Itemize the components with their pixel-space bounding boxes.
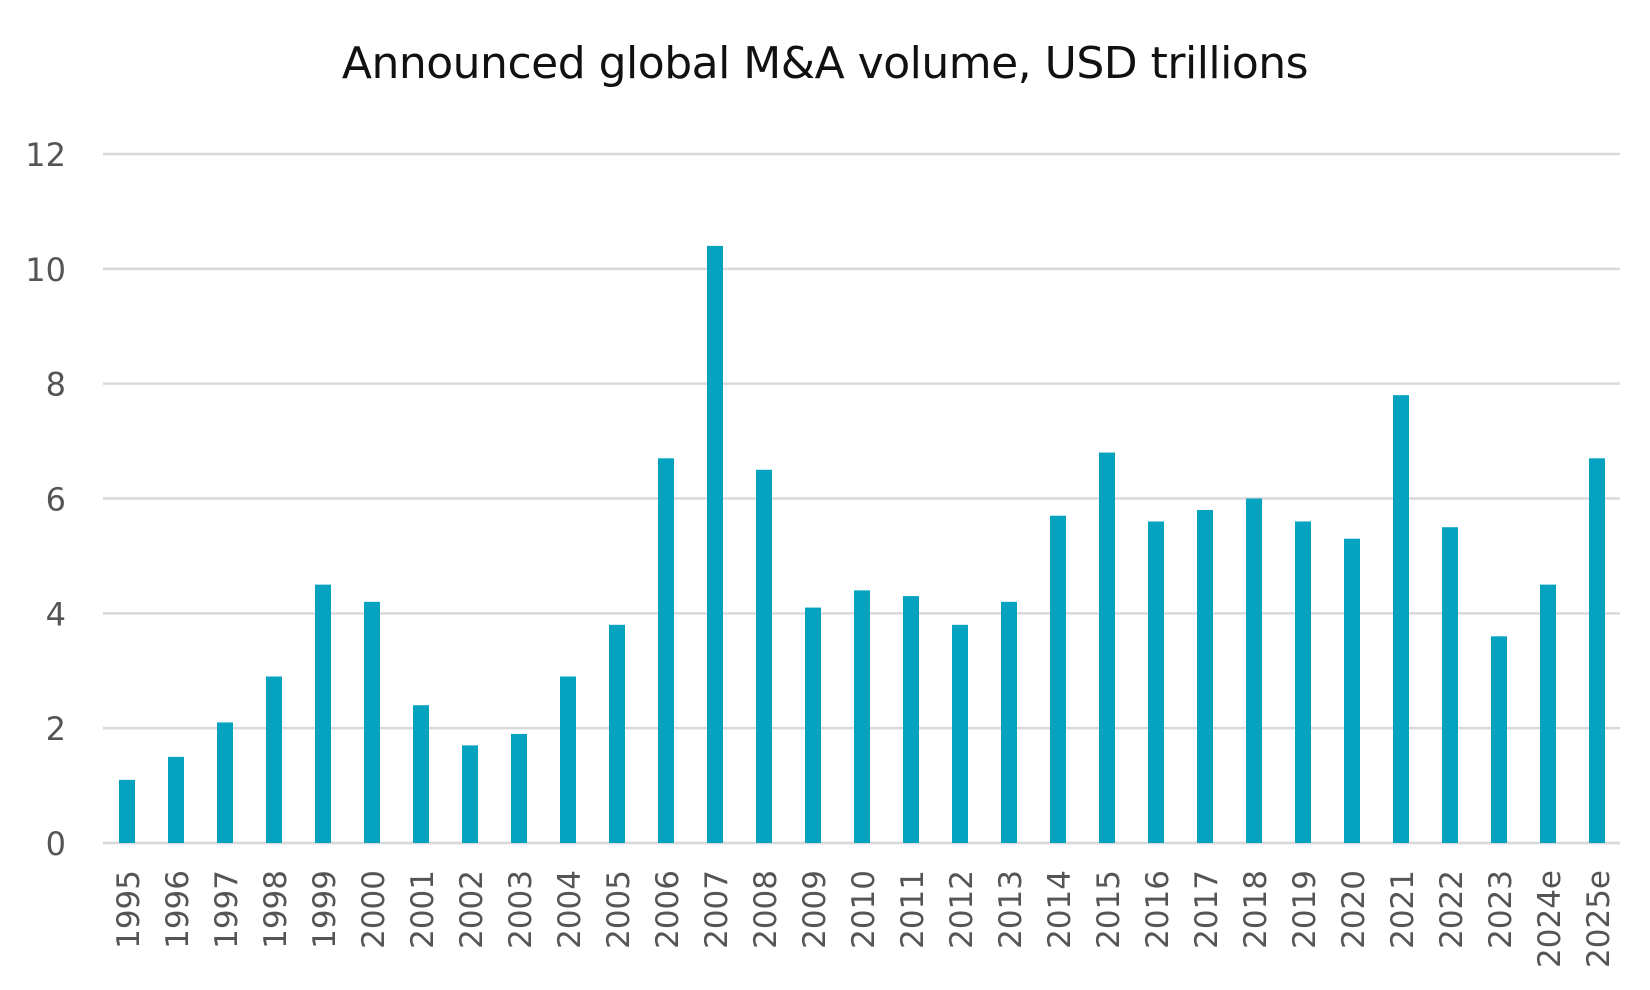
bar	[1099, 452, 1115, 843]
x-tick-label: 2020	[1336, 870, 1372, 949]
x-tick-label: 2010	[846, 870, 882, 949]
x-tick-label: 2012	[944, 870, 980, 949]
x-tick-label: 2005	[601, 870, 637, 949]
x-tick-label: 2007	[699, 870, 735, 949]
bar	[707, 245, 723, 843]
y-tick-label: 12	[25, 136, 66, 174]
x-tick-label: 2024e	[1532, 870, 1568, 968]
x-tick-label: 1999	[307, 870, 343, 949]
bar	[1393, 395, 1409, 843]
chart-title: Announced global M&A volume, USD trillio…	[341, 38, 1309, 89]
bar	[1442, 527, 1458, 843]
bar	[756, 469, 772, 843]
x-tick-label: 1997	[209, 870, 245, 949]
x-tick-label: 2022	[1434, 870, 1470, 949]
x-tick-label: 2001	[405, 870, 441, 949]
bars	[119, 245, 1605, 843]
x-tick-label: 2019	[1287, 870, 1323, 949]
x-tick-label: 2017	[1189, 870, 1225, 949]
bar	[658, 458, 674, 843]
x-tick-label: 2015	[1091, 870, 1127, 949]
bar	[1540, 584, 1556, 843]
bar	[266, 676, 282, 843]
bar	[217, 722, 233, 843]
y-tick-label: 10	[25, 251, 66, 289]
bar	[1050, 515, 1066, 843]
bar	[315, 584, 331, 843]
x-tick-label: 2000	[356, 870, 392, 949]
y-tick-label: 8	[46, 366, 66, 404]
y-axis-ticks: 0 2 4 6 8 10 12	[25, 136, 66, 863]
x-tick-label: 2008	[748, 870, 784, 949]
bar	[1295, 521, 1311, 843]
bar	[1491, 636, 1507, 843]
x-tick-label: 1998	[258, 870, 294, 949]
x-tick-label: 2004	[552, 870, 588, 949]
bar	[462, 745, 478, 843]
x-tick-label: 2018	[1238, 870, 1274, 949]
bar	[1148, 521, 1164, 843]
bar	[854, 590, 870, 843]
bar	[511, 733, 527, 843]
x-tick-label: 1996	[160, 870, 196, 949]
bar	[364, 601, 380, 843]
bar	[1001, 601, 1017, 843]
x-tick-label: 2009	[797, 870, 833, 949]
bar	[1589, 458, 1605, 843]
x-tick-label: 2002	[454, 870, 490, 949]
x-tick-label: 2013	[993, 870, 1029, 949]
bar	[805, 607, 821, 843]
x-tick-label: 2003	[503, 870, 539, 949]
x-tick-label: 2021	[1385, 870, 1421, 949]
bar	[903, 596, 919, 843]
bar	[168, 756, 184, 843]
bar	[119, 779, 135, 843]
y-tick-label: 2	[46, 710, 66, 748]
bar	[1344, 538, 1360, 843]
y-tick-label: 4	[46, 595, 66, 633]
bar	[413, 705, 429, 843]
x-tick-label: 2023	[1483, 870, 1519, 949]
x-tick-label: 2016	[1140, 870, 1176, 949]
bar	[952, 624, 968, 843]
x-tick-label: 1995	[111, 870, 147, 949]
x-tick-label: 2006	[650, 870, 686, 949]
x-axis-ticks: 1995 1996 1997 1998 1999 2000 2001 2002 2003 2004…	[111, 870, 1617, 968]
x-tick-label: 2011	[895, 870, 931, 949]
bar	[609, 624, 625, 843]
bar	[1197, 509, 1213, 843]
y-tick-label: 0	[46, 825, 66, 863]
x-tick-label: 2014	[1042, 870, 1078, 949]
bar	[1246, 498, 1262, 843]
bar	[560, 676, 576, 843]
y-tick-label: 6	[46, 481, 66, 519]
x-tick-label: 2025e	[1581, 870, 1617, 968]
